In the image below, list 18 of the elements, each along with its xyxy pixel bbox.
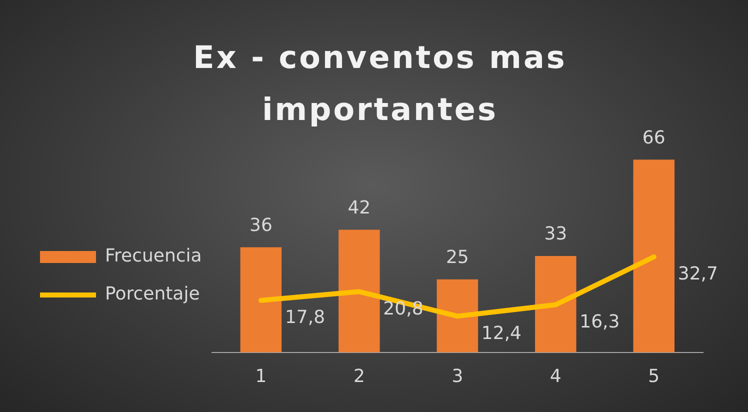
data-label: 12,4 [481, 322, 522, 344]
data-label: 20,8 [383, 298, 424, 320]
data-label: 42 [348, 197, 371, 218]
data-label: 25 [446, 247, 469, 268]
x-tick-label: 4 [550, 366, 562, 387]
data-label: 33 [544, 224, 568, 245]
data-label: 36 [250, 214, 272, 236]
data-label: 32,7 [678, 264, 718, 285]
data-label: 17,8 [284, 307, 326, 328]
legend-label: Porcentaje [105, 284, 200, 305]
x-tick-label: 2 [353, 366, 365, 387]
legend-label: Frecuencia [105, 246, 202, 267]
x-tick-label: 1 [255, 366, 267, 387]
x-tick-label: 5 [648, 366, 660, 387]
chart-title: Ex - conventos mas importantes [192, 39, 568, 130]
x-tick-label: 3 [452, 366, 464, 387]
data-label: 66 [642, 127, 666, 148]
data-label: 16,3 [580, 311, 620, 332]
